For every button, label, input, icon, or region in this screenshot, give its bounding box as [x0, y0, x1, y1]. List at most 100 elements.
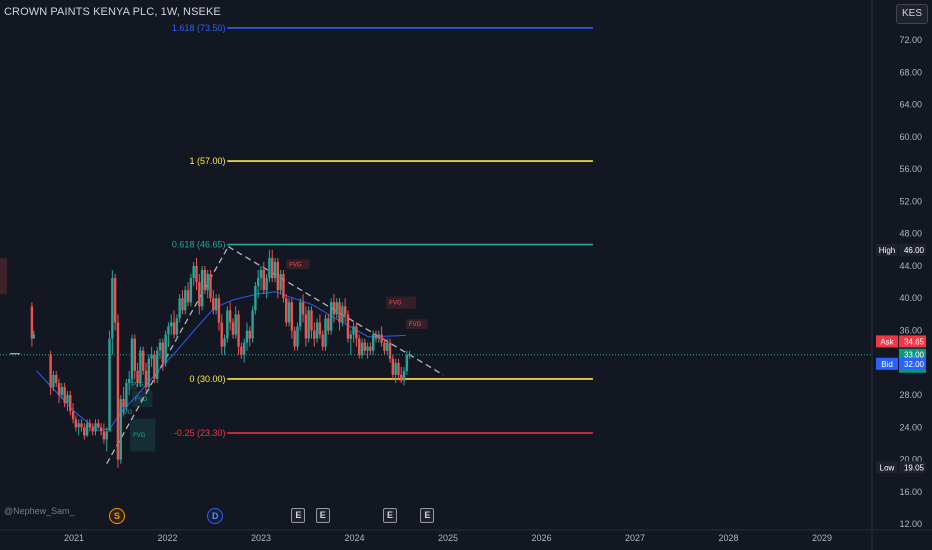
price-tick-label: 12.00 — [899, 519, 922, 529]
split-event-marker[interactable]: S — [109, 508, 126, 524]
candle-body — [245, 330, 249, 343]
candle-body — [315, 322, 319, 339]
candle-body — [97, 423, 100, 428]
candle-body — [80, 423, 83, 428]
price-tick-label: 48.00 — [899, 229, 922, 239]
fvg-edge-zone — [0, 257, 7, 295]
symbol-title[interactable]: CROWN PAINTS KENYA PLC, 1W, NSEKE — [4, 6, 221, 18]
candle-body — [388, 342, 392, 359]
candle-body — [296, 326, 299, 347]
candle-body — [335, 302, 338, 315]
price-tick-label: 56.00 — [899, 164, 922, 174]
candle-body — [343, 306, 347, 315]
candle-body — [338, 302, 341, 323]
bid-tag-label-box — [876, 357, 898, 370]
candle-body — [122, 399, 125, 408]
bid-tag-label: Bid — [881, 360, 893, 369]
earnings-event-marker[interactable]: E — [420, 508, 435, 523]
candle-body — [360, 342, 364, 355]
ask-tag-label: Ask — [880, 337, 894, 346]
time-tick-label: 2027 — [625, 533, 645, 543]
trendline[interactable] — [106, 246, 229, 464]
fvg-zone[interactable] — [386, 296, 417, 309]
earnings-event-marker[interactable]: E — [315, 508, 330, 523]
candle-body — [69, 395, 72, 412]
candle-body — [91, 427, 94, 432]
candle-body — [175, 318, 179, 335]
candle-body — [217, 298, 221, 323]
candle-body — [228, 310, 232, 323]
candle-body — [172, 322, 176, 335]
candle-body — [186, 290, 190, 303]
candle-body — [341, 306, 344, 323]
candle-body — [329, 302, 333, 331]
ask-tag-value-box — [899, 335, 926, 348]
candle-body — [85, 423, 89, 436]
fib-level-label: 1.618 (73.50) — [172, 23, 226, 33]
earnings-event-marker[interactable]: E — [291, 508, 306, 523]
author-watermark: @Nephew_Sam_ — [4, 506, 75, 516]
low-tag-label-box — [876, 461, 898, 474]
bid-tag-value: 32.00 — [904, 360, 925, 369]
candle-body — [391, 358, 395, 375]
fvg-zone[interactable] — [286, 259, 310, 270]
candle-body — [184, 290, 187, 311]
candle-body — [195, 265, 198, 283]
high-tag-label-box — [876, 243, 898, 256]
candle-body — [301, 302, 305, 315]
candle-body — [32, 334, 35, 339]
low-tag-label: Low — [880, 463, 895, 472]
candle-body — [369, 346, 372, 351]
candle-body — [94, 423, 97, 432]
time-tick-label: 2024 — [344, 533, 364, 543]
fvg-label: FVG — [120, 410, 133, 416]
time-tick-label: 2029 — [812, 533, 832, 543]
candle-body — [203, 269, 207, 291]
last-price-value: 33.00 — [904, 351, 925, 360]
ask-tag-value: 34.65 — [904, 337, 925, 346]
fib-level-label: -0.25 (23.30) — [174, 428, 226, 438]
candle-body — [352, 326, 355, 335]
fvg-zone[interactable] — [128, 378, 138, 391]
candle-body — [254, 286, 257, 311]
price-tick-label: 44.00 — [899, 261, 922, 271]
candle-body — [383, 342, 386, 351]
candle-body — [265, 278, 268, 291]
time-tick-label: 2028 — [718, 533, 738, 543]
candle-body — [220, 322, 223, 347]
candle-body — [310, 310, 313, 331]
candle-body — [276, 261, 280, 291]
candle-body — [178, 298, 181, 319]
time-tick-label: 2025 — [438, 533, 458, 543]
fvg-zone[interactable] — [405, 319, 428, 329]
fvg-zone[interactable] — [130, 418, 156, 452]
candle-body — [66, 395, 69, 404]
fvg-label: FVG — [135, 397, 148, 403]
time-tick-label: 2023 — [251, 533, 271, 543]
fib-level-label: 0.618 (46.65) — [172, 240, 226, 250]
candle-body — [116, 322, 120, 460]
high-tag-value: 46.00 — [904, 246, 925, 255]
low-tag-value: 19.05 — [904, 463, 925, 472]
candle-body — [99, 427, 103, 432]
candle-body — [141, 350, 145, 371]
fvg-label: FVG — [289, 262, 302, 268]
earnings-event-marker[interactable]: E — [383, 508, 398, 523]
candle-body — [102, 431, 106, 440]
candle-body — [374, 334, 378, 339]
candle-body — [130, 338, 134, 379]
candle-body — [240, 346, 243, 355]
candle-body — [349, 334, 352, 339]
time-tick-label: 2026 — [531, 533, 551, 543]
candle-body — [271, 257, 274, 279]
time-tick-label: 2021 — [64, 533, 84, 543]
candle-body — [355, 326, 358, 339]
candle-body — [139, 350, 142, 383]
fib-level-label: 0 (30.00) — [189, 374, 225, 384]
dividend-event-marker[interactable]: D — [207, 508, 224, 524]
candle-body — [279, 274, 282, 291]
currency-button[interactable]: KES — [896, 4, 928, 24]
candle-body — [147, 358, 150, 388]
